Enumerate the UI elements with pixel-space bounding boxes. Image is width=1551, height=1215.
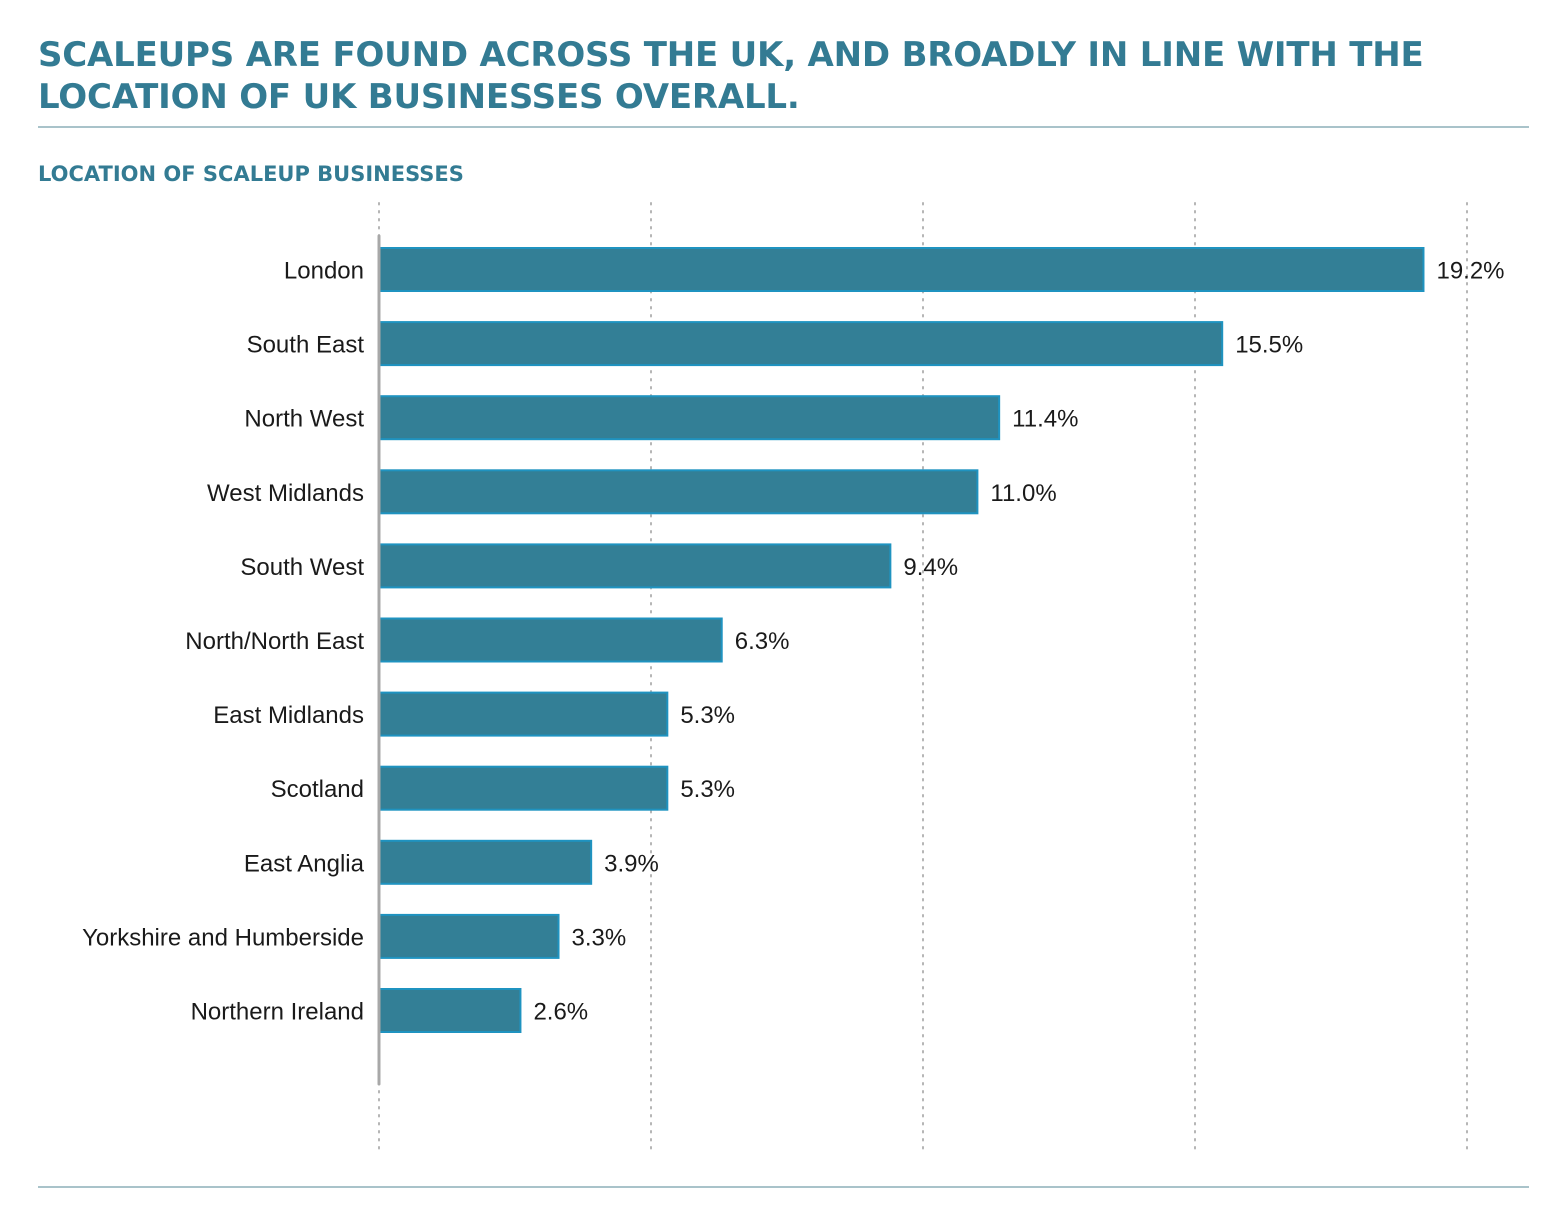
bar: [378, 988, 522, 1033]
value-label: 5.3%: [680, 702, 735, 729]
bar: [378, 839, 593, 885]
bar: [378, 765, 669, 811]
category-label: East Anglia: [244, 850, 365, 877]
bar: [378, 543, 892, 589]
value-label: 5.3%: [680, 776, 735, 803]
value-label: 15.5%: [1235, 332, 1303, 359]
bar: [378, 691, 669, 737]
bar: [378, 617, 723, 663]
bars: [378, 247, 1425, 1033]
value-label: 6.3%: [735, 628, 790, 655]
bar: [378, 469, 979, 515]
value-label: 19.2%: [1436, 258, 1504, 285]
category-label: London: [284, 258, 364, 285]
category-label: Scotland: [271, 776, 364, 803]
bar: [378, 321, 1224, 367]
value-label: 11.4%: [1012, 406, 1078, 433]
category-label: Yorkshire and Humberside: [82, 924, 364, 951]
category-label: Northern Ireland: [191, 999, 364, 1026]
title-divider: [38, 126, 1529, 128]
value-label: 3.9%: [604, 850, 659, 877]
value-label: 2.6%: [533, 999, 588, 1026]
footer-divider: [38, 1186, 1529, 1188]
value-label: 11.0%: [990, 480, 1056, 507]
value-label: 3.3%: [572, 924, 627, 951]
category-label: South West: [240, 554, 364, 581]
category-label: East Midlands: [213, 702, 364, 729]
category-label: West Midlands: [207, 480, 364, 507]
category-label: South East: [247, 332, 365, 359]
bar: [378, 247, 1425, 292]
bar: [378, 913, 560, 959]
labels: London 19.2% South East 15.5% North West 11.4…: [82, 258, 1504, 1026]
value-label: 9.4%: [903, 554, 958, 581]
bar: [378, 395, 1001, 441]
category-label: North/North East: [185, 628, 364, 655]
category-label: North West: [244, 406, 364, 433]
page-title: SCALEUPS ARE FOUND ACROSS THE UK, AND BR…: [38, 35, 1424, 117]
chart-subtitle: LOCATION OF SCALEUP BUSINESSES: [38, 162, 464, 186]
